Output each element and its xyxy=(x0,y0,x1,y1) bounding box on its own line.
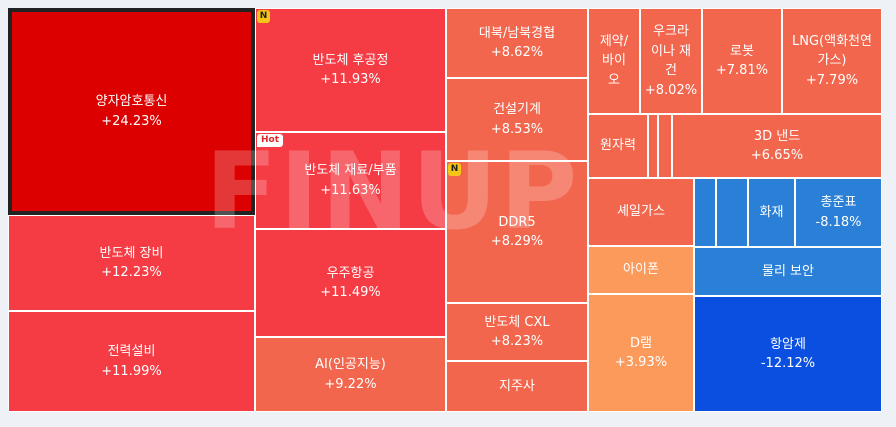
tile-change: +11.99% xyxy=(101,363,162,379)
tile-change: +9.22% xyxy=(324,376,377,392)
treemap-tile-ddr5[interactable]: DDR5 +8.29% xyxy=(446,161,588,303)
tile-name: 지주사 xyxy=(499,378,535,394)
tile-change: +7.79% xyxy=(805,72,859,88)
tile-name: 반도체 장비 xyxy=(99,245,164,261)
tile-change: +8.02% xyxy=(644,82,698,98)
tile-name: 물리 보안 xyxy=(762,263,814,279)
tile-change: +8.62% xyxy=(490,45,544,60)
tile-change: +8.53% xyxy=(490,121,544,137)
treemap-tile-반도체-후공정[interactable]: 반도체 후공정 +11.93% xyxy=(255,8,446,132)
tile-name: 항암제 xyxy=(770,336,806,352)
tile-name: 아이폰 xyxy=(623,262,659,278)
tile-change: -12.12% xyxy=(760,356,816,371)
treemap-tile-반도체-재료-부품[interactable]: 반도체 재료/부품 +11.63% xyxy=(255,132,446,229)
treemap-tile-셰일가스[interactable]: 셰일가스 xyxy=(588,178,694,246)
tile-name: DDR5 xyxy=(498,214,536,230)
tile-name: 제약/ 바이 오 xyxy=(599,33,629,88)
treemap-tile-양자암호통신[interactable]: 양자암호통신 +24.23% xyxy=(8,8,255,215)
tile-change: +12.23% xyxy=(101,265,162,280)
tile-change: +24.23% xyxy=(101,113,162,129)
tile-name: D램 xyxy=(630,335,652,351)
treemap-tile-24[interactable] xyxy=(716,178,748,247)
tile-name: AI(인공지능) xyxy=(315,357,386,372)
tile-name: 화재 xyxy=(759,204,784,220)
hot-badge: Hot xyxy=(257,134,284,147)
tile-name: 반도체 후공정 xyxy=(312,52,389,68)
tile-name: 로봇 xyxy=(730,43,754,59)
treemap-tile-18[interactable] xyxy=(658,114,672,178)
treemap-tile-대북-남북경협[interactable]: 대북/남북경협 +8.62% xyxy=(446,8,588,78)
treemap-tile-3d-낸드[interactable]: 3D 낸드 +6.65% xyxy=(672,114,882,178)
treemap-tile-아이폰[interactable]: 아이폰 xyxy=(588,246,694,294)
tile-change: +3.93% xyxy=(614,355,668,370)
treemap-tile-건설기계[interactable]: 건설기계 +8.53% xyxy=(446,78,588,161)
tile-name: 우크라 이나 재 건 xyxy=(650,24,691,78)
tile-name: 반도체 재료/부품 xyxy=(304,163,397,178)
treemap-tile-23[interactable] xyxy=(694,178,716,247)
tile-name: 전력설비 xyxy=(107,344,156,359)
treemap-tile-lng-액화천연가스[interactable]: LNG(액화천연 가스) +7.79% xyxy=(782,8,882,114)
treemap-tile-반도체-cxl[interactable]: 반도체 CXL +8.23% xyxy=(446,303,588,361)
tile-name: LNG(액화천연 가스) xyxy=(792,33,872,69)
treemap-tile-제약-바이오[interactable]: 제약/ 바이 오 xyxy=(588,8,640,114)
tile-change: -8.18% xyxy=(815,214,862,230)
treemap-tile-로봇[interactable]: 로봇 +7.81% xyxy=(702,8,782,114)
treemap-tile-반도체-장비[interactable]: 반도체 장비 +12.23% xyxy=(8,215,255,311)
tile-change: +8.29% xyxy=(490,234,544,249)
tile-change: +6.65% xyxy=(750,148,804,163)
treemap-tile-지주사[interactable]: 지주사 xyxy=(446,361,588,412)
treemap-tile-우크라이나-재건[interactable]: 우크라 이나 재 건 +8.02% xyxy=(640,8,702,114)
tile-name: 대북/남북경협 xyxy=(478,25,556,41)
tile-change: +8.23% xyxy=(490,334,544,349)
tile-name: 반도체 CXL xyxy=(484,314,550,330)
new-badge: N xyxy=(257,10,270,23)
treemap-tile-ai-인공지능[interactable]: AI(인공지능) +9.22% xyxy=(255,337,446,412)
treemap-tile-총준표[interactable]: 총준표 -8.18% xyxy=(795,178,882,247)
treemap-tile-항암제[interactable]: 항암제 -12.12% xyxy=(694,296,882,412)
tile-name: 우주항공 xyxy=(326,265,375,281)
tile-name: 3D 낸드 xyxy=(753,128,801,144)
treemap-tile-원자력[interactable]: 원자력 xyxy=(588,114,648,178)
tile-name: 셰일가스 xyxy=(617,204,665,220)
tile-change: +11.63% xyxy=(320,182,381,198)
treemap-tile-물리-보안[interactable]: 물리 보안 xyxy=(694,247,882,296)
treemap-tile-17[interactable] xyxy=(648,114,658,178)
treemap-tile-화재[interactable]: 화재 xyxy=(748,178,795,247)
treemap-tile-우주항공[interactable]: 우주항공 +11.49% xyxy=(255,229,446,337)
tile-change: +7.81% xyxy=(715,63,769,78)
tile-name: 총준표 xyxy=(820,195,857,210)
tile-change: +11.49% xyxy=(320,285,381,300)
tile-name: 건설기계 xyxy=(493,102,541,117)
tile-name: 양자암호통신 xyxy=(95,94,168,109)
treemap-tile-d램[interactable]: D램 +3.93% xyxy=(588,294,694,412)
tile-name: 원자력 xyxy=(600,138,636,154)
tile-change: +11.93% xyxy=(320,72,381,87)
new-badge: N xyxy=(448,163,461,176)
treemap-tile-전력설비[interactable]: 전력설비 +11.99% xyxy=(8,311,255,412)
